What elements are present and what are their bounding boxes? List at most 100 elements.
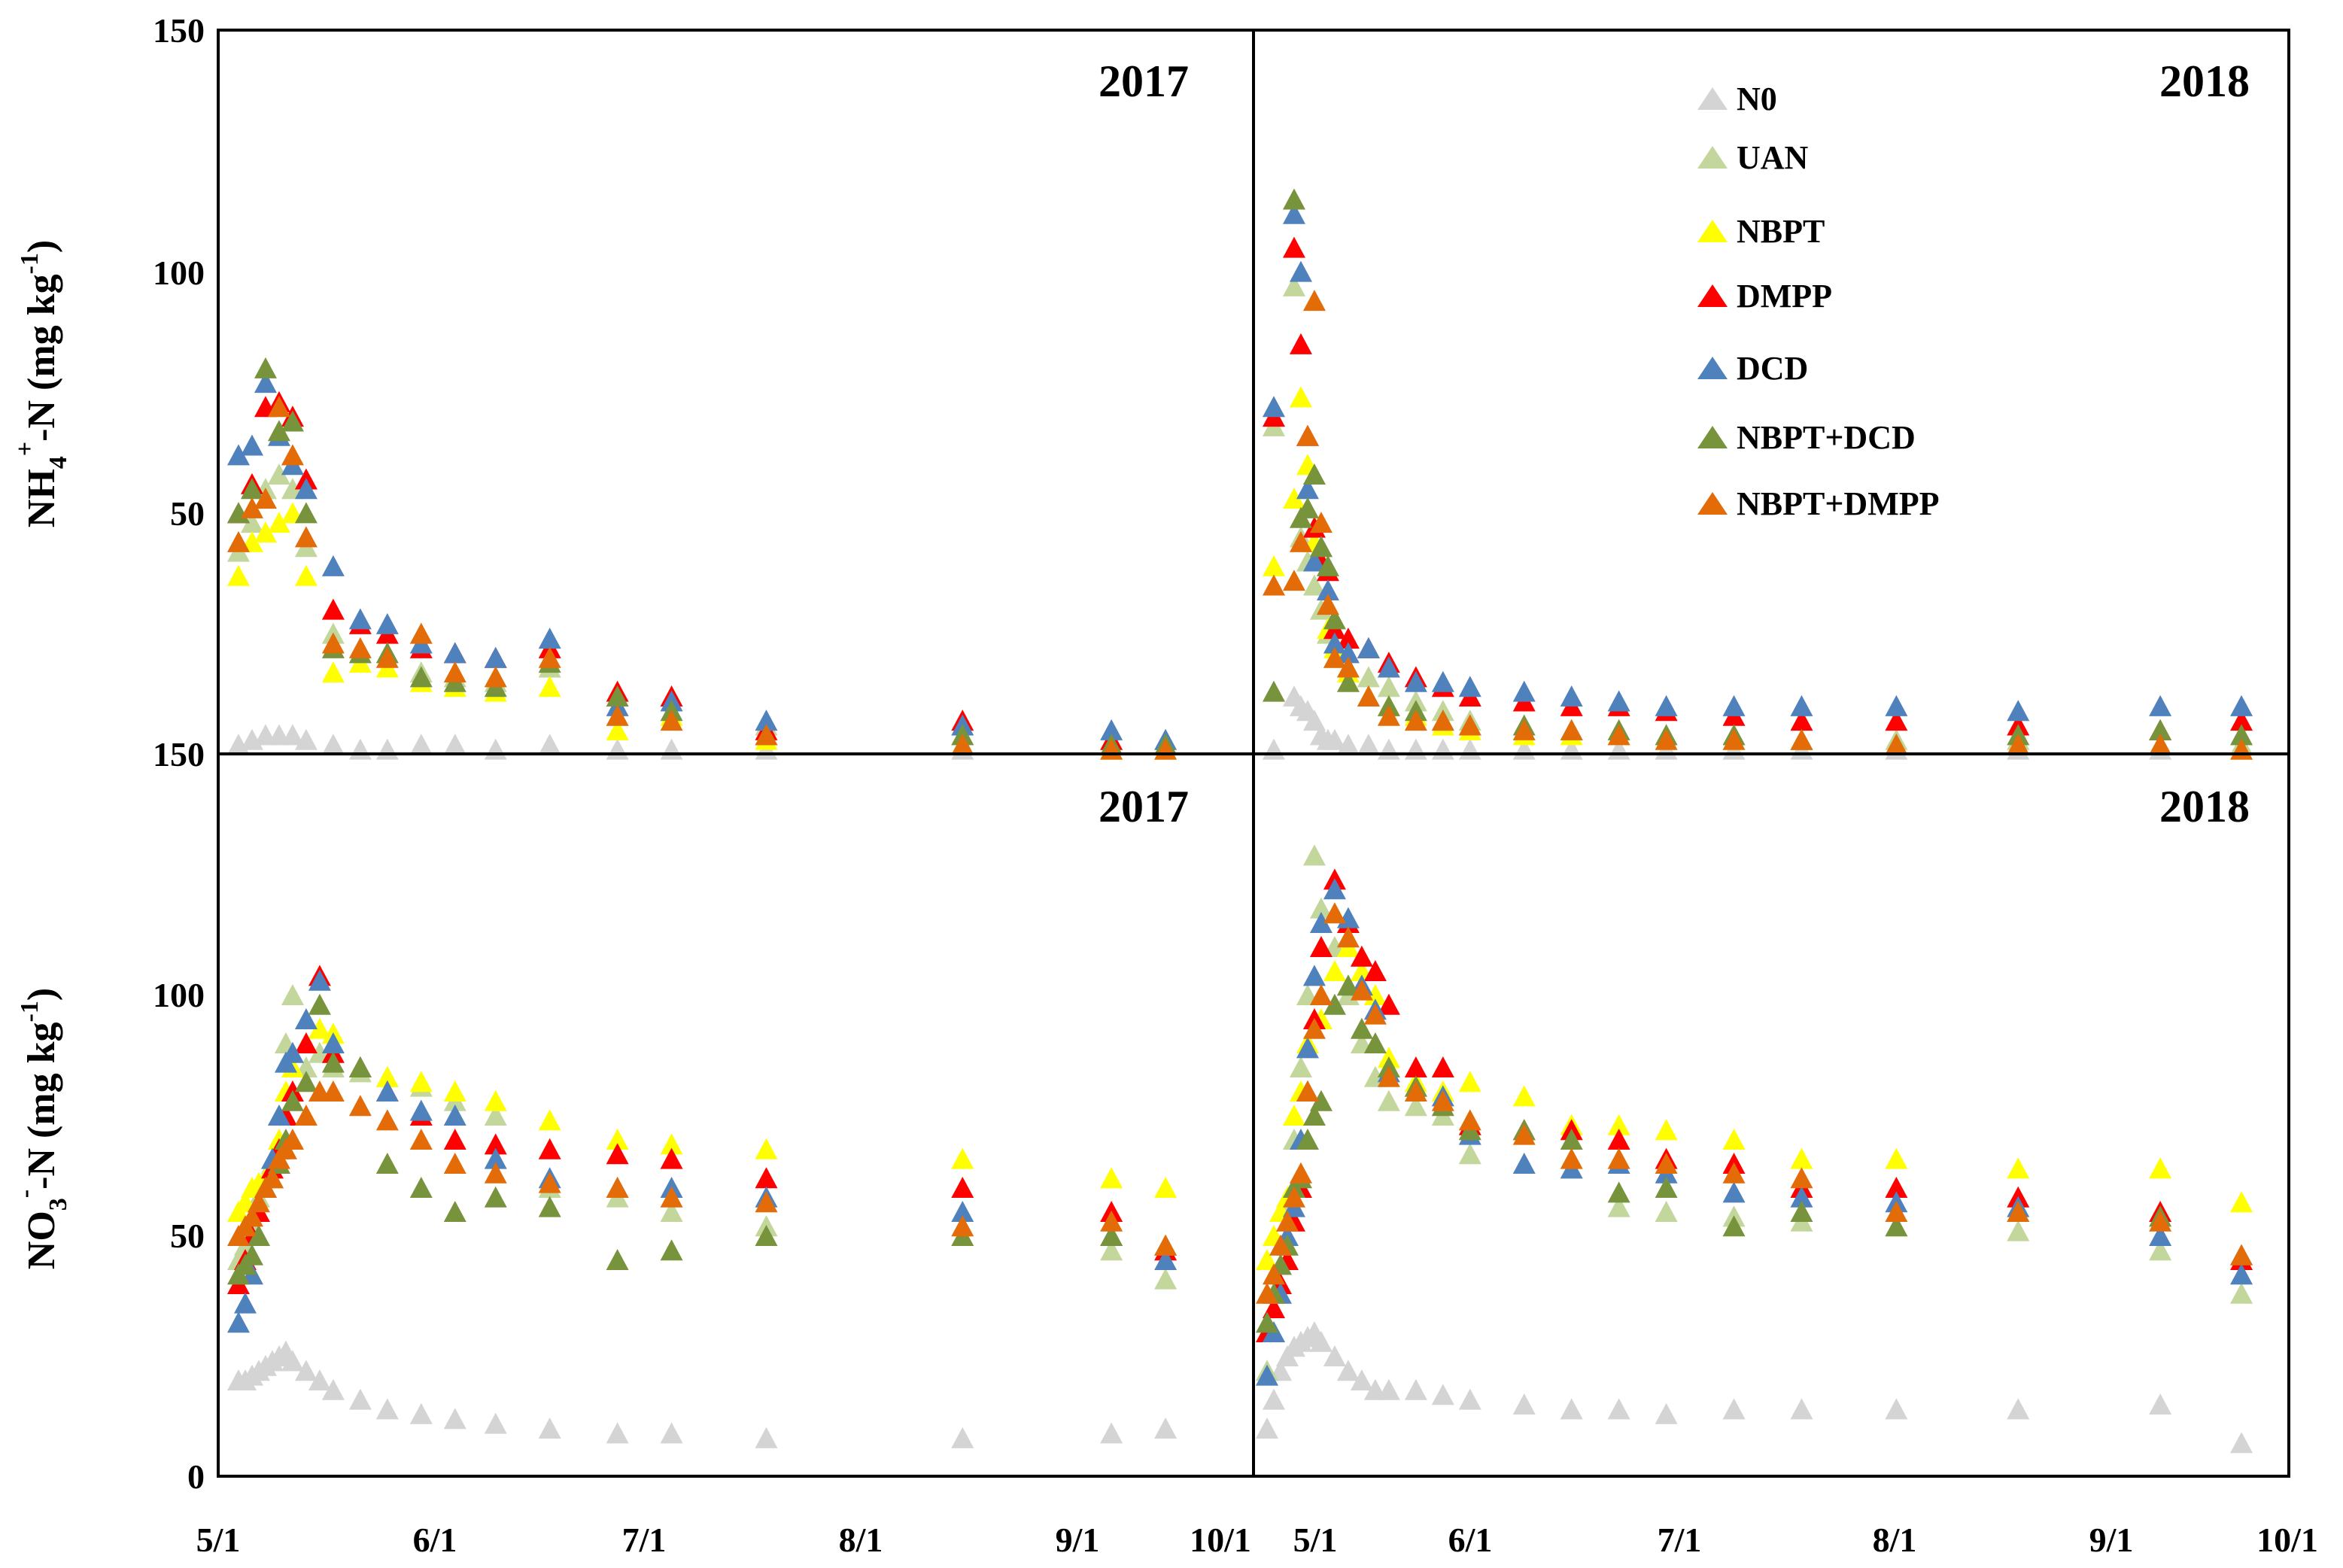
data-point-nbpt-dcd: [1885, 1215, 1908, 1237]
data-point-nbpt-dmpp: [1655, 728, 1678, 750]
data-point-n0: [1323, 1345, 1346, 1366]
data-point-dcd: [1512, 1153, 1536, 1174]
data-point-nbpt-dcd: [1336, 974, 1360, 996]
data-point-nbpt-dmpp: [1336, 926, 1360, 948]
data-point-n0: [294, 1360, 318, 1381]
data-point-nbpt-dmpp: [1458, 714, 1481, 736]
data-point-nbpt-dmpp: [538, 1171, 561, 1193]
data-point-n0: [1404, 1378, 1427, 1400]
data-point-nbpt: [484, 1089, 507, 1111]
data-point-nbpt: [1512, 1085, 1536, 1107]
data-point-dmpp: [1404, 1056, 1427, 1077]
data-point-dcd: [951, 1201, 974, 1222]
data-point-dcd: [281, 1041, 304, 1063]
data-point-nbpt-dmpp: [1377, 1065, 1400, 1087]
data-point-nbpt-dcd: [308, 993, 331, 1015]
legend-label-nbpt: NBPT: [1737, 213, 1825, 250]
data-point-nbpt-dmpp: [294, 526, 318, 548]
data-point-nbpt-dmpp: [1377, 704, 1400, 726]
data-point-nbpt-dmpp: [254, 488, 277, 509]
x-tick-label: 5/1: [196, 1521, 241, 1559]
data-point-nbpt: [1722, 1129, 1746, 1150]
data-point-dcd: [1309, 912, 1333, 933]
data-point-dmpp: [1289, 333, 1312, 354]
legend-marker-nbpt-dmpp: [1697, 492, 1728, 515]
y-tick-label: 50: [170, 494, 205, 533]
data-point-nbpt-dmpp: [1350, 979, 1373, 1001]
x-ticks-right: 5/1 6/1 7/1 8/1 9/1 10/1: [1293, 1521, 2318, 1559]
data-point-uan: [1100, 1239, 1123, 1261]
legend-marker-uan: [1697, 146, 1728, 169]
x-tick-label: 8/1: [1873, 1521, 1917, 1559]
x-tick-label: 8/1: [839, 1521, 883, 1559]
x-tick-label: 5/1: [1293, 1521, 1338, 1559]
panel-frames: [217, 29, 2290, 1478]
data-point-nbpt-dmpp: [1323, 902, 1346, 924]
data-point-nbpt-dmpp: [1607, 1147, 1630, 1169]
data-point-uan: [1154, 1268, 1178, 1290]
data-point-dcd: [321, 555, 345, 576]
data-point-dcd: [2230, 1263, 2253, 1285]
data-point-nbpt-dmpp: [281, 444, 304, 466]
data-point-nbpt-dmpp: [281, 1129, 304, 1150]
data-point-uan: [1309, 897, 1333, 919]
data-point-n0: [2149, 1393, 2172, 1415]
data-point-n0: [484, 1412, 507, 1434]
data-point-nbpt-dmpp: [1302, 1017, 1326, 1039]
data-point-nbpt-dcd: [1282, 188, 1305, 210]
data-point-uan: [1458, 1143, 1481, 1165]
data-point-dcd: [254, 372, 277, 394]
data-point-dcd: [375, 1080, 399, 1102]
data-point-dcd: [1512, 680, 1536, 702]
data-point-n0: [1655, 1402, 1678, 1424]
data-point-n0: [1512, 1393, 1536, 1415]
data-point-n0: [1377, 1378, 1400, 1400]
data-point-nbpt-dmpp: [484, 1162, 507, 1184]
data-point-nbpt: [294, 564, 318, 586]
data-point-nbpt-dmpp: [2007, 734, 2030, 755]
data-point-n0: [606, 1422, 629, 1444]
data-point-nbpt: [1154, 1177, 1178, 1198]
data-point-nbpt-dmpp: [1309, 512, 1333, 533]
data-point-uan: [2149, 1239, 2172, 1261]
data-point-dcd: [484, 646, 507, 668]
data-point-n0: [294, 728, 318, 750]
data-point-nbpt-dmpp: [443, 1153, 466, 1174]
data-point-dmpp: [606, 1143, 629, 1165]
year-label-panel-d: 2018: [2159, 782, 2250, 831]
data-point-nbpt: [606, 719, 629, 740]
data-point-nbpt-dmpp: [1431, 710, 1454, 731]
data-point-dcd: [1607, 690, 1630, 712]
data-point-nbpt-dmpp: [1154, 1234, 1178, 1256]
data-point-dcd: [1790, 694, 1813, 716]
data-point-dcd: [484, 1147, 507, 1169]
data-point-nbpt-dmpp: [1404, 1080, 1427, 1102]
data-point-nbpt-dmpp: [1512, 719, 1536, 740]
data-point-n0: [281, 1350, 304, 1372]
data-point-dcd: [1323, 878, 1346, 900]
series-group-no3-2017: [226, 965, 1178, 1448]
legend-label-nbpt-dmpp: NBPT+DMPP: [1737, 485, 1939, 522]
y-tick-label: 150: [153, 11, 205, 50]
data-point-dmpp: [1282, 236, 1305, 258]
data-point-nbpt-dmpp: [1269, 1234, 1292, 1256]
data-point-dcd: [226, 444, 250, 466]
data-point-dcd: [1885, 694, 1908, 716]
data-point-n0: [1790, 1398, 1813, 1420]
data-point-nbpt-dcd: [1296, 497, 1319, 518]
data-point-nbpt-dmpp: [247, 1191, 270, 1213]
data-point-uan: [1655, 1201, 1678, 1222]
data-point-nbpt-dcd: [2230, 724, 2253, 746]
data-point-n0: [1431, 1384, 1454, 1405]
data-point-nbpt-dcd: [1790, 1201, 1813, 1222]
data-point-dcd: [1296, 478, 1319, 500]
data-point-dcd: [2230, 694, 2253, 716]
x-tick-label: 10/1: [2256, 1521, 2318, 1559]
data-point-nbpt-dcd: [409, 1177, 433, 1198]
data-point-nbpt: [1282, 488, 1305, 509]
x-tick-label: 9/1: [2089, 1521, 2134, 1559]
y-tick-label: 100: [153, 254, 205, 292]
data-point-dcd: [2007, 700, 2030, 722]
data-point-nbpt-dmpp: [755, 1191, 778, 1213]
data-point-n0: [538, 734, 561, 755]
